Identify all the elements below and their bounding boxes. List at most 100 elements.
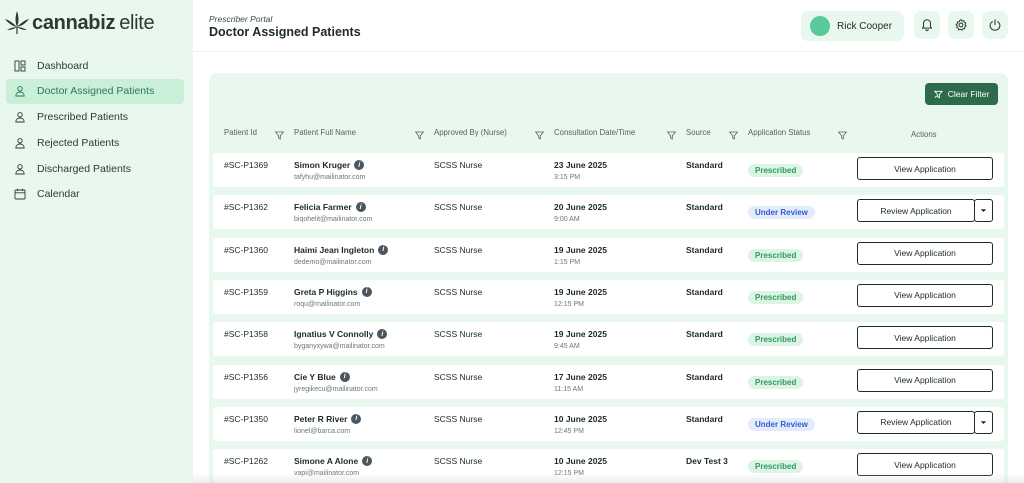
calendar-icon	[14, 188, 26, 200]
approved-by: SCSS Nurse	[434, 160, 483, 170]
approved-by: SCSS Nurse	[434, 413, 483, 424]
patient-name-text: Simon Kruger	[294, 160, 351, 170]
sidebar-item-rejected-patients[interactable]: Rejected Patients	[6, 130, 184, 155]
clear-filter-button[interactable]: Clear Filter	[925, 83, 998, 105]
info-icon[interactable]: i	[355, 202, 366, 213]
brand-name-light: elite	[119, 11, 155, 34]
col-patient-id[interactable]: Patient Id	[224, 128, 257, 137]
info-icon[interactable]: i	[378, 244, 389, 255]
consultation-time: 9:45 AM	[554, 343, 580, 351]
user-icon	[14, 111, 26, 123]
review-application-button[interactable]: Review Application	[857, 410, 975, 434]
sidebar-item-label: Rejected Patients	[37, 136, 120, 149]
patient-email: tafyhu@mailinator.com	[294, 174, 366, 181]
notifications-button[interactable]	[914, 11, 940, 39]
patient-id: #SC-P1369	[224, 160, 268, 170]
user-icon	[14, 85, 26, 97]
patient-name-text: Cie Y Blue	[294, 371, 336, 382]
sidebar-item-dashboard[interactable]: Dashboard	[6, 53, 184, 78]
bottom-scroll-shadow	[193, 473, 1024, 483]
view-application-button[interactable]: View Application	[857, 326, 993, 350]
logout-button[interactable]	[982, 11, 1008, 39]
actions-dropdown-button[interactable]	[974, 410, 993, 434]
info-icon[interactable]: i	[377, 329, 388, 340]
sidebar-item-discharged-patients[interactable]: Discharged Patients	[6, 156, 184, 181]
user-name: Rick Cooper	[837, 20, 893, 32]
status-badge: Prescribed	[748, 460, 804, 474]
filter-icon[interactable]	[535, 131, 544, 140]
user-menu[interactable]: Rick Cooper	[801, 11, 904, 41]
portal-label: Prescriber Portal	[209, 14, 273, 24]
sidebar: cannabiz elite Dashboard Doctor Assigned …	[0, 0, 193, 483]
sidebar-item-label: Discharged Patients	[37, 162, 131, 175]
consultation-date: 17 June 2025	[554, 371, 607, 382]
col-consultation-date[interactable]: Consultation Date/Time	[554, 128, 636, 137]
brand-name-bold: cannabiz	[32, 11, 116, 34]
avatar	[810, 16, 830, 36]
approved-by: SCSS Nurse	[434, 371, 483, 382]
patient-name: Simon Kruger i	[294, 160, 365, 170]
consultation-date: 19 June 2025	[554, 329, 607, 340]
status-badge: Prescribed	[748, 248, 804, 262]
sidebar-item-doctor-assigned-patients[interactable]: Doctor Assigned Patients	[6, 78, 184, 104]
filter-icon[interactable]	[667, 131, 676, 140]
info-icon[interactable]: i	[362, 456, 373, 467]
table-row: #SC-P1359 Greta P Higgins i roqu@mailinator…	[213, 279, 1004, 314]
consultation-time: 9:00 AM	[554, 216, 580, 224]
source: Standard	[686, 244, 723, 255]
sidebar-item-prescribed-patients[interactable]: Prescribed Patients	[6, 105, 184, 130]
col-approved-by[interactable]: Approved By (Nurse)	[434, 128, 507, 137]
patient-id: #SC-P1359	[224, 286, 268, 297]
patient-name: Ignatius V Connolly i	[294, 329, 388, 340]
table-row: #SC-P1362 Felicia Farmer i biqohelit@mailin…	[213, 195, 1004, 230]
top-header: Prescriber Portal Doctor Assigned Patien…	[193, 0, 1024, 52]
filter-icon[interactable]	[729, 131, 738, 140]
settings-button[interactable]	[948, 11, 974, 39]
info-icon[interactable]: i	[351, 413, 362, 424]
table-row: #SC-P1358 Ignatius V Connolly i byganyxywa@…	[213, 322, 1004, 357]
patient-name: Greta P Higgins i	[294, 286, 372, 297]
view-application-button[interactable]: View Application	[857, 157, 993, 180]
patient-id: #SC-P1358	[224, 329, 268, 340]
caret-down-icon	[980, 420, 987, 424]
info-icon[interactable]: i	[361, 286, 372, 297]
patient-email: jyregikecu@mailinator.com	[294, 385, 378, 393]
source: Standard	[686, 286, 723, 297]
source: Standard	[686, 202, 723, 213]
info-icon[interactable]: i	[339, 371, 350, 382]
filter-icon[interactable]	[415, 131, 424, 140]
view-application-button[interactable]: View Application	[857, 368, 993, 392]
filter-icon[interactable]	[275, 131, 284, 140]
sidebar-item-calendar[interactable]: Calendar	[6, 182, 184, 207]
page-title: Doctor Assigned Patients	[209, 25, 361, 39]
approved-by: SCSS Nurse	[434, 202, 483, 213]
filter-icon[interactable]	[838, 131, 847, 140]
caret-down-icon	[980, 209, 987, 213]
patient-name-text: Haimi Jean Ingleton	[294, 244, 375, 255]
brand-logo[interactable]: cannabiz elite	[4, 9, 155, 37]
user-icon	[14, 163, 26, 175]
table-row: #SC-P1360 Haimi Jean Ingleton i dedemo@mail…	[213, 237, 1004, 272]
consultation-time: 3:15 PM	[554, 174, 581, 181]
patients-panel: Clear Filter Patient Id Patient Full Nam…	[209, 73, 1008, 483]
info-icon[interactable]: i	[354, 160, 365, 170]
source: Standard	[686, 371, 723, 382]
review-application-button[interactable]: Review Application	[857, 199, 975, 223]
patient-email: byganyxywa@mailinator.com	[294, 343, 385, 351]
patient-id: #SC-P1362	[224, 202, 268, 213]
view-application-button[interactable]: View Application	[857, 283, 993, 307]
view-application-button[interactable]: View Application	[857, 241, 993, 265]
table-row: #SC-P1350 Peter R River i lionel@barca.com S…	[213, 406, 1004, 441]
sidebar-nav: Dashboard Doctor Assigned Patients Prescri…	[6, 53, 184, 208]
sidebar-item-label: Prescribed Patients	[37, 111, 129, 124]
actions-dropdown-button[interactable]	[974, 199, 993, 223]
col-source[interactable]: Source	[686, 128, 711, 137]
sidebar-item-label: Calendar	[37, 188, 80, 201]
col-application-status[interactable]: Application Status	[748, 128, 811, 137]
patient-name: Felicia Farmer i	[294, 202, 366, 213]
consultation-date: 19 June 2025	[554, 244, 607, 255]
source: Standard	[686, 160, 723, 170]
source: Dev Test 3	[686, 456, 728, 467]
col-patient-name[interactable]: Patient Full Name	[294, 128, 356, 137]
consultation-time: 12:15 PM	[554, 300, 584, 308]
